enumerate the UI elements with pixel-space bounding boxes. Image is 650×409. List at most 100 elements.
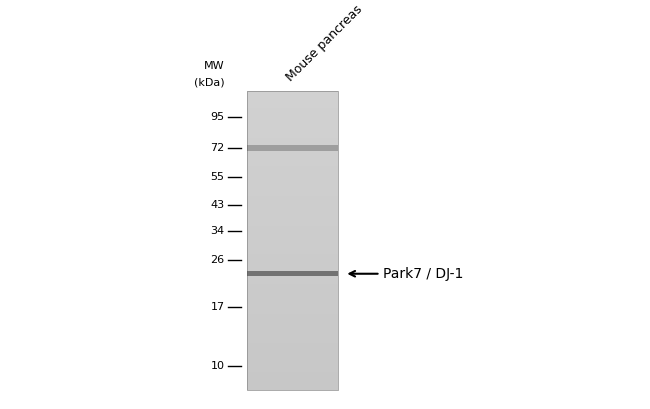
Bar	[248, 343, 338, 344]
Bar	[248, 266, 338, 268]
Bar	[248, 97, 338, 99]
Bar	[248, 189, 338, 190]
Bar	[248, 371, 338, 373]
Bar	[248, 287, 338, 289]
Bar	[248, 305, 338, 307]
Bar	[248, 245, 338, 247]
Bar	[248, 160, 338, 162]
Bar	[248, 181, 338, 182]
Bar	[248, 299, 338, 301]
Bar	[248, 139, 338, 141]
Bar	[248, 332, 338, 334]
Bar	[248, 207, 338, 208]
Bar	[248, 220, 338, 221]
Bar	[248, 303, 338, 305]
Bar	[248, 330, 338, 332]
Bar	[248, 278, 338, 280]
Bar	[248, 380, 338, 382]
Bar	[248, 311, 338, 312]
Bar	[248, 108, 338, 109]
Bar	[248, 357, 338, 359]
Bar	[248, 232, 338, 234]
Bar	[248, 145, 338, 146]
Bar	[248, 168, 338, 169]
Bar	[248, 214, 338, 216]
Bar	[248, 350, 338, 351]
Bar	[248, 296, 338, 298]
Bar	[248, 93, 338, 94]
Bar	[248, 268, 338, 269]
Bar	[248, 347, 338, 348]
Bar	[248, 230, 338, 232]
Bar	[248, 329, 338, 330]
Bar	[248, 272, 338, 274]
Bar	[248, 129, 338, 130]
Bar	[248, 136, 338, 137]
Bar	[248, 135, 338, 136]
Bar	[248, 290, 338, 292]
Bar	[248, 307, 338, 308]
Bar	[248, 91, 338, 93]
Bar	[248, 377, 338, 378]
Bar	[248, 208, 338, 209]
Bar	[248, 182, 338, 184]
Bar	[248, 133, 338, 135]
Bar	[248, 203, 338, 205]
Bar	[248, 260, 338, 262]
Bar	[248, 373, 338, 374]
Text: 55: 55	[211, 173, 225, 182]
Bar	[248, 369, 338, 371]
Bar	[248, 366, 338, 368]
Bar	[248, 111, 338, 112]
Bar	[248, 191, 338, 193]
Bar	[248, 184, 338, 185]
Bar	[248, 269, 338, 271]
Bar	[248, 256, 338, 257]
Text: 26: 26	[211, 255, 225, 265]
Bar	[248, 365, 338, 366]
Bar	[248, 221, 338, 223]
Bar	[248, 308, 338, 310]
Bar	[248, 132, 338, 133]
Bar	[248, 359, 338, 360]
Bar	[248, 355, 338, 356]
Bar	[248, 169, 338, 171]
Bar	[248, 105, 338, 106]
Bar	[248, 341, 338, 343]
Bar	[248, 242, 338, 244]
Bar	[248, 151, 338, 153]
Bar	[248, 144, 338, 151]
Bar	[248, 154, 338, 155]
Bar	[248, 150, 338, 151]
Bar	[248, 280, 338, 281]
Bar	[248, 239, 338, 241]
Bar	[248, 283, 338, 284]
Bar	[248, 319, 338, 320]
Bar	[248, 171, 338, 172]
Bar	[248, 389, 338, 391]
Bar	[248, 193, 338, 194]
Bar	[248, 153, 338, 154]
Bar	[248, 302, 338, 303]
Bar	[248, 356, 338, 357]
Text: 95: 95	[211, 112, 225, 122]
Bar	[248, 148, 338, 150]
Bar	[248, 199, 338, 200]
Bar	[248, 198, 338, 199]
Bar	[248, 274, 338, 275]
Bar	[248, 301, 338, 302]
Text: 34: 34	[211, 225, 225, 236]
Bar	[248, 364, 338, 365]
Bar	[248, 162, 338, 163]
Bar	[248, 339, 338, 341]
Bar	[248, 126, 338, 127]
Bar	[248, 123, 338, 124]
Bar	[248, 241, 338, 242]
Bar	[248, 338, 338, 339]
Bar	[248, 112, 338, 114]
Bar	[248, 375, 338, 377]
Bar	[248, 346, 338, 347]
Bar	[248, 265, 338, 266]
Bar	[248, 196, 338, 198]
Text: 17: 17	[211, 302, 225, 312]
